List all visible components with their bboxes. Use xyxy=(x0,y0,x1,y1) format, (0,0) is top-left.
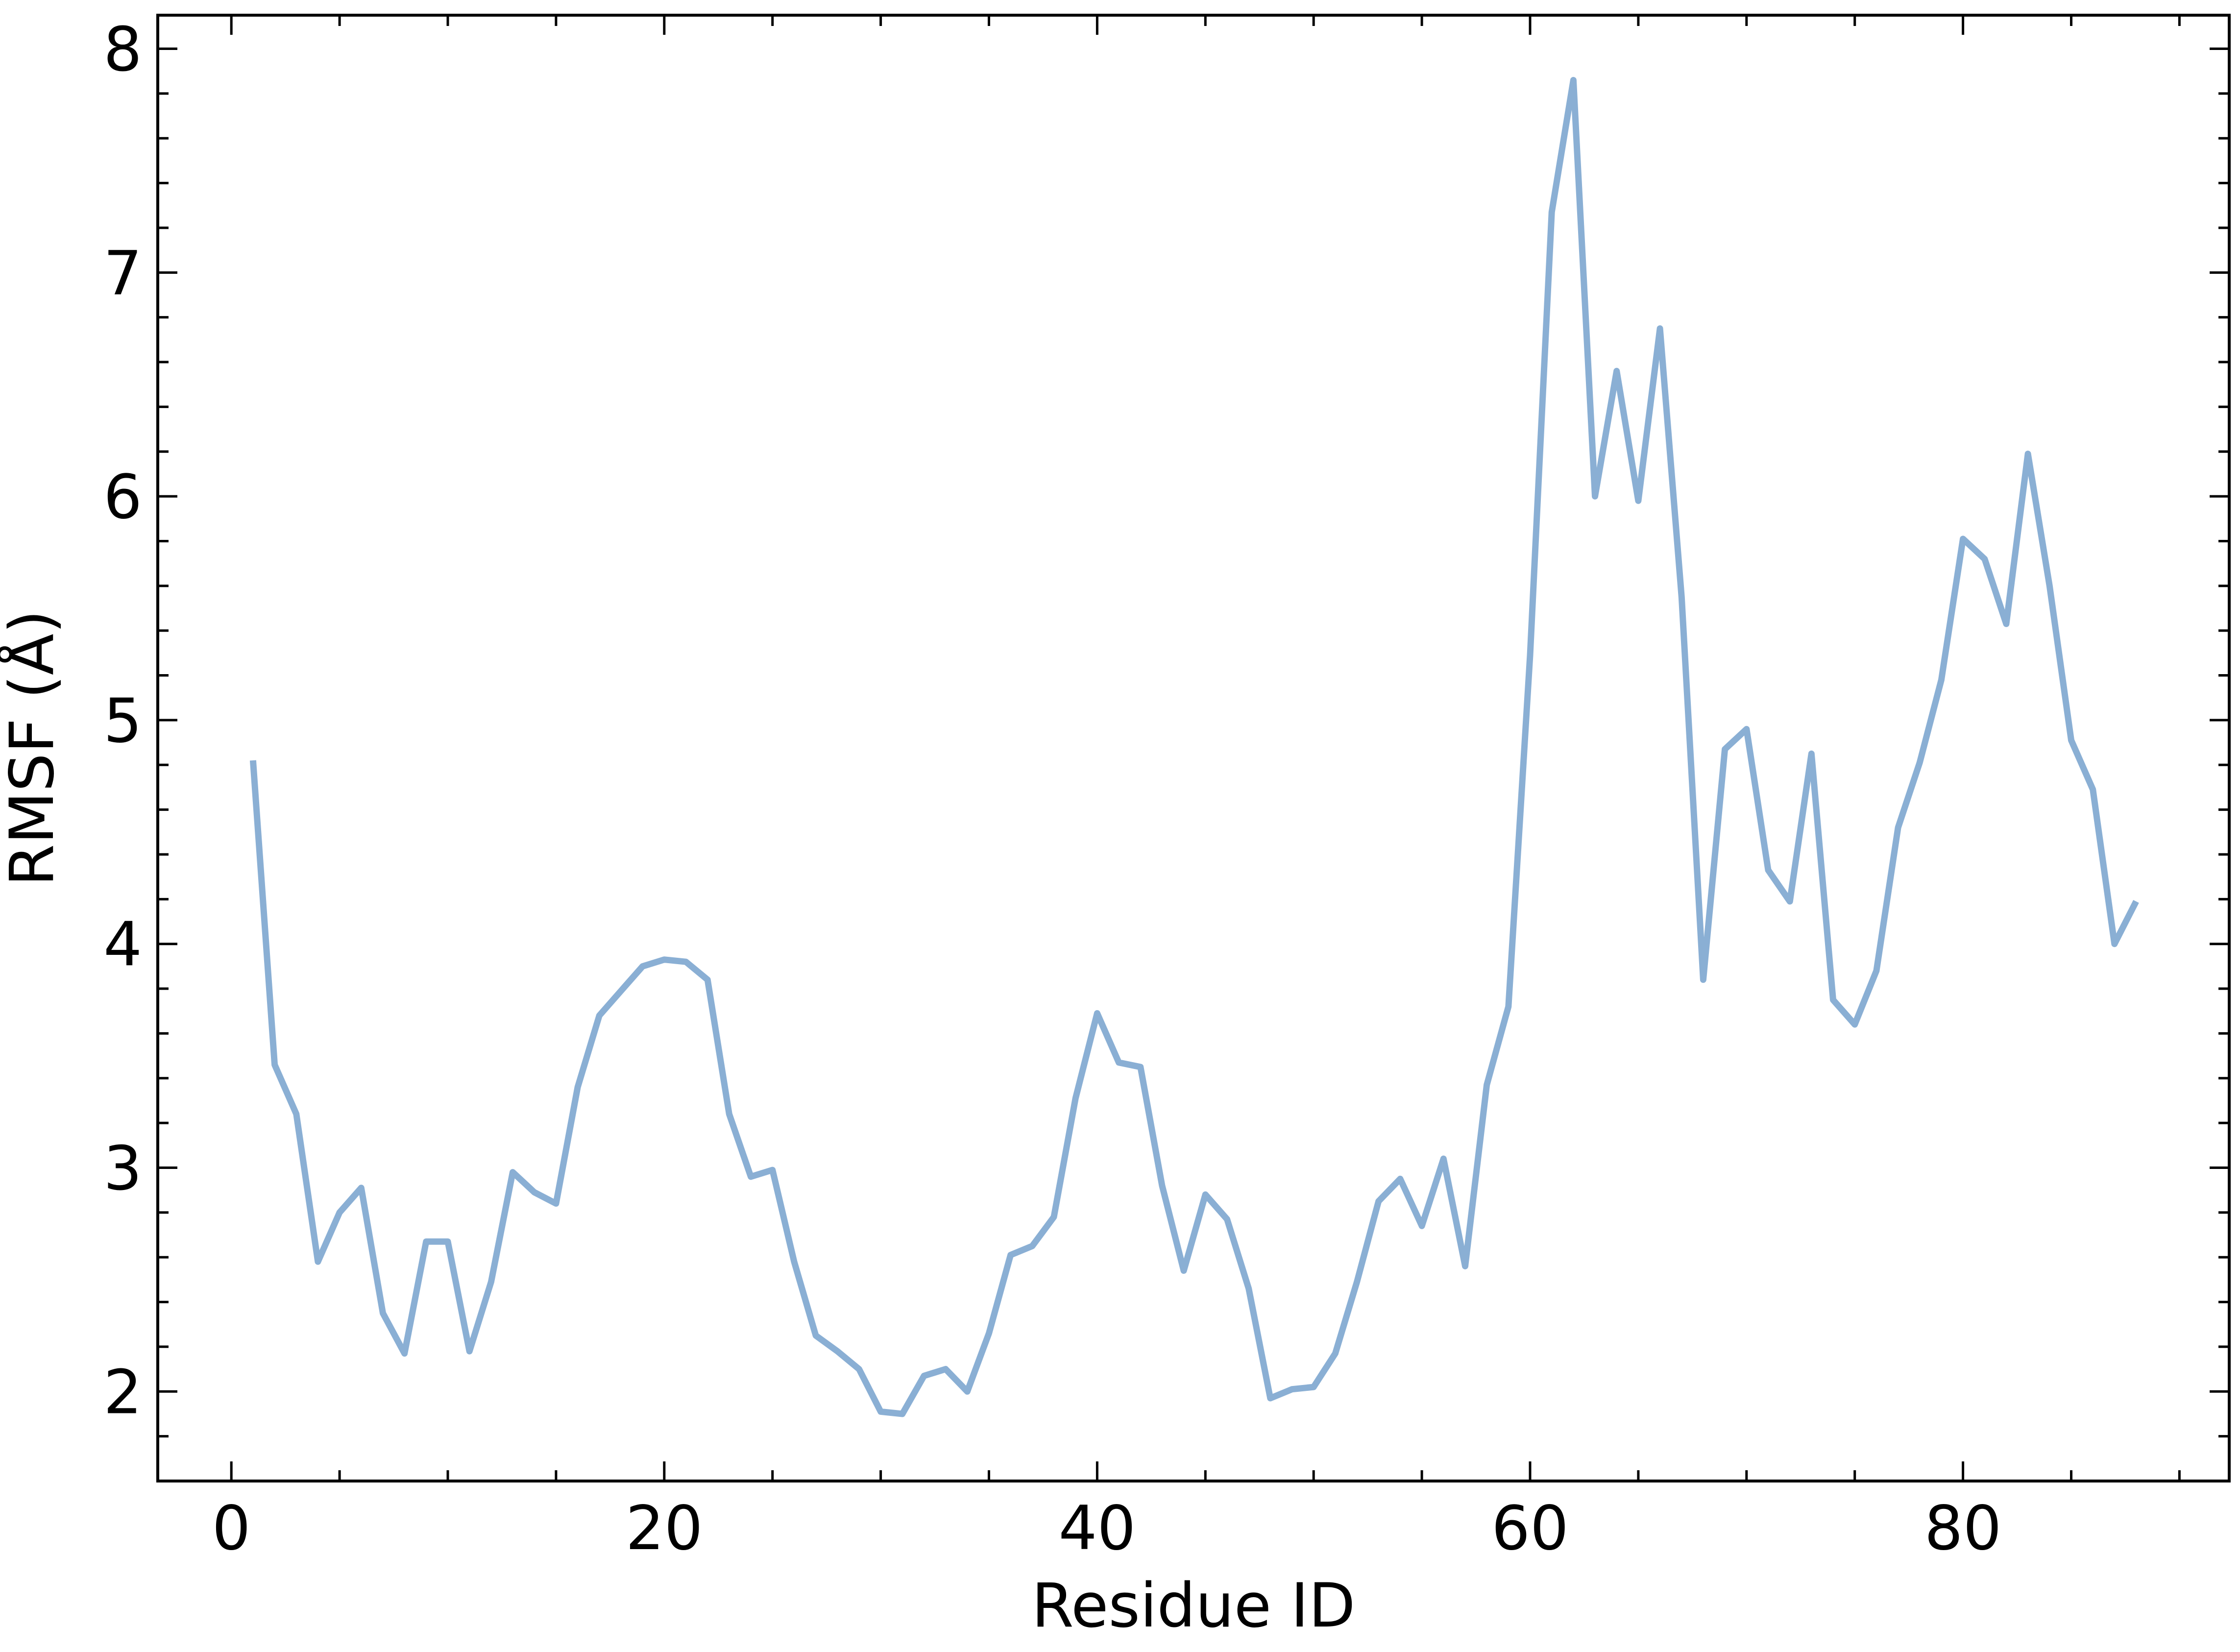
ticks-layer xyxy=(158,15,2229,1482)
series-line-0 xyxy=(249,77,2139,1417)
y-axis-label: RMSF (Å) xyxy=(0,610,68,886)
x-tick-label: 60 xyxy=(1491,1493,1569,1564)
series-layer xyxy=(249,77,2139,1417)
y-tick-label: 3 xyxy=(103,1133,142,1204)
x-tick-label: 20 xyxy=(626,1493,703,1564)
x-tick-label: 0 xyxy=(212,1493,251,1564)
y-tick-label: 8 xyxy=(103,15,142,85)
tick-labels-layer: 0 20 40 60 80 2 3 4 5 6 7 8 xyxy=(103,15,2001,1564)
x-tick-label: 80 xyxy=(1924,1493,2002,1564)
y-tick-label: 7 xyxy=(103,238,142,309)
y-tick-label: 2 xyxy=(103,1357,142,1428)
y-tick-label: 6 xyxy=(103,462,142,533)
x-axis-label: Residue ID xyxy=(1032,1571,1356,1641)
y-tick-label: 5 xyxy=(103,686,142,756)
plot-frame xyxy=(156,14,2231,1482)
x-tick-label: 40 xyxy=(1059,1493,1136,1564)
y-tick-label: 4 xyxy=(103,910,142,980)
